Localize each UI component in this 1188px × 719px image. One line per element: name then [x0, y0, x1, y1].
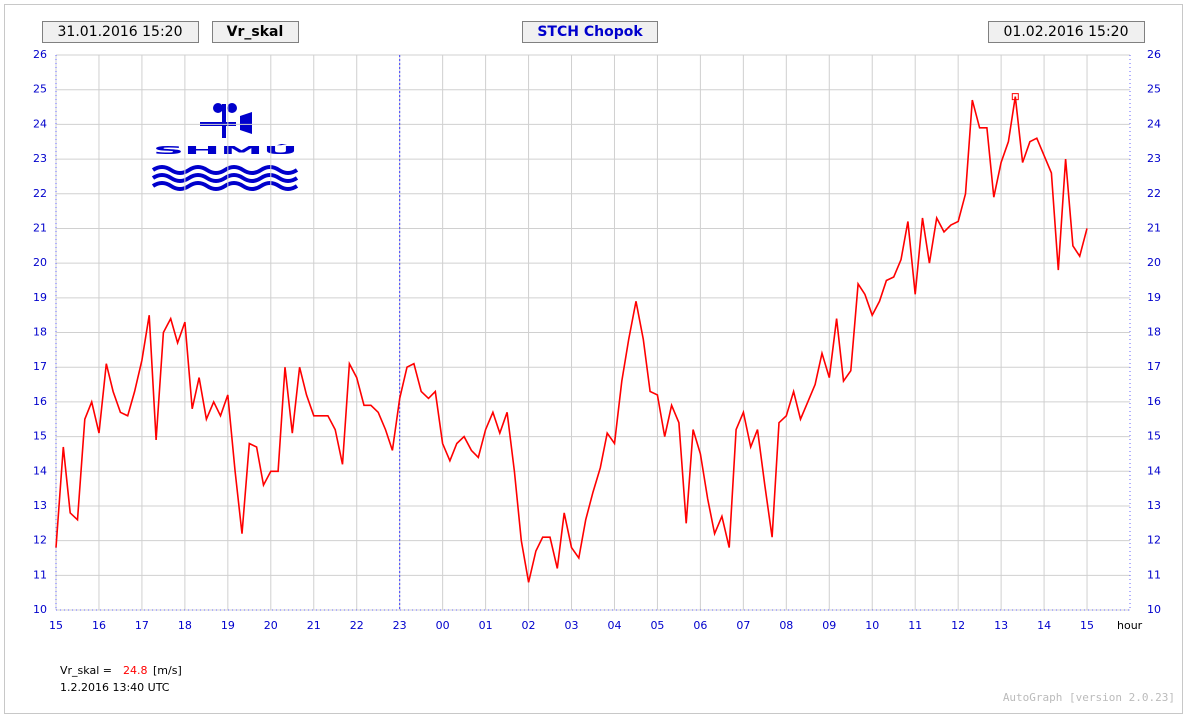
- x-tick-label: 20: [264, 619, 278, 632]
- readout-unit: [m/s]: [153, 664, 182, 677]
- y-tick-label-right: 16: [1147, 395, 1161, 408]
- chart-title: STCH Chopok: [537, 24, 643, 40]
- readout-value: 24.8: [123, 664, 148, 677]
- y-tick-label-right: 26: [1147, 48, 1161, 61]
- logo: SHMÚ: [151, 103, 299, 191]
- x-tick-label: 14: [1037, 619, 1051, 632]
- logo-vane: [240, 112, 252, 134]
- x-tick-label: 19: [221, 619, 235, 632]
- y-tick-label: 13: [33, 499, 47, 512]
- x-tick-label: 00: [436, 619, 450, 632]
- y-tick-label-right: 12: [1147, 534, 1161, 547]
- y-tick-label: 24: [33, 117, 47, 130]
- x-tick-label: 05: [650, 619, 664, 632]
- y-tick-label-right: 14: [1147, 464, 1161, 477]
- x-tick-label: 13: [994, 619, 1008, 632]
- logo-cup: [213, 103, 223, 113]
- logo-wave: [151, 173, 299, 183]
- y-tick-label: 14: [33, 464, 47, 477]
- frame: [4, 4, 1183, 714]
- variable: Vr_skal: [227, 24, 284, 40]
- y-tick-label: 21: [33, 221, 47, 234]
- logo-wave: [151, 181, 299, 191]
- x-tick-label: 23: [393, 619, 407, 632]
- y-tick-label-right: 25: [1147, 83, 1161, 96]
- y-tick-label-right: 18: [1147, 326, 1161, 339]
- y-tick-label: 10: [33, 603, 47, 616]
- x-tick-label: 15: [49, 619, 63, 632]
- logo-cup: [227, 103, 237, 113]
- y-tick-label-right: 10: [1147, 603, 1161, 616]
- footer: AutoGraph [version 2.0.23]: [1003, 691, 1175, 704]
- readout-label: Vr_skal =: [60, 664, 112, 677]
- logo-mast: [222, 104, 226, 138]
- variable-box: [212, 21, 299, 43]
- y-tick-label: 26: [33, 48, 47, 61]
- y-tick-label: 22: [33, 187, 47, 200]
- y-tick-label: 16: [33, 395, 47, 408]
- x-tick-label: 21: [307, 619, 321, 632]
- x-tick-label: 12: [951, 619, 965, 632]
- y-tick-label-right: 13: [1147, 499, 1161, 512]
- x-tick-label: 07: [736, 619, 750, 632]
- y-tick-label: 12: [33, 534, 47, 547]
- y-tick-label-right: 15: [1147, 430, 1161, 443]
- y-tick-label: 20: [33, 256, 47, 269]
- y-tick-label: 17: [33, 360, 47, 373]
- x-tick-label: 01: [479, 619, 493, 632]
- x-tick-label: 06: [693, 619, 707, 632]
- x-tick-label: 15: [1080, 619, 1094, 632]
- x-tick-label: 16: [92, 619, 106, 632]
- x-tick-label: 22: [350, 619, 364, 632]
- readout-time: 1.2.2016 13:40 UTC: [60, 681, 170, 694]
- title-box: [522, 21, 658, 43]
- start-box: [42, 21, 199, 43]
- y-tick-label-right: 19: [1147, 291, 1161, 304]
- y-tick-label: 23: [33, 152, 47, 165]
- y-tick-label-right: 23: [1147, 152, 1161, 165]
- logo-text: SHMÚ: [153, 144, 298, 157]
- start-time: 31.01.2016 15:20: [58, 24, 183, 40]
- logo-wave: [151, 165, 299, 175]
- y-tick-label: 25: [33, 83, 47, 96]
- y-tick-label-right: 24: [1147, 117, 1161, 130]
- x-tick-label: 11: [908, 619, 922, 632]
- y-tick-label: 18: [33, 326, 47, 339]
- data-line: [55, 96, 1088, 583]
- x-tick-label: 04: [607, 619, 621, 632]
- y-tick-label: 11: [33, 568, 47, 581]
- x-tick-label: 03: [565, 619, 579, 632]
- y-tick-label-right: 21: [1147, 221, 1161, 234]
- x-tick-label: 18: [178, 619, 192, 632]
- x-tick-label: 10: [865, 619, 879, 632]
- y-tick-label-right: 17: [1147, 360, 1161, 373]
- selected-point: [1011, 93, 1019, 101]
- y-tick-label-right: 11: [1147, 568, 1161, 581]
- y-tick-label-right: 22: [1147, 187, 1161, 200]
- end-box: [988, 21, 1145, 43]
- end-time: 01.02.2016 15:20: [1004, 24, 1129, 40]
- x-tick-label: 02: [522, 619, 536, 632]
- x-tick-label: 08: [779, 619, 793, 632]
- x-axis-label: hour: [1117, 619, 1143, 632]
- y-tick-label-right: 20: [1147, 256, 1161, 269]
- y-tick-label: 19: [33, 291, 47, 304]
- y-tick-label: 15: [33, 430, 47, 443]
- x-tick-label: 09: [822, 619, 836, 632]
- x-tick-label: 17: [135, 619, 149, 632]
